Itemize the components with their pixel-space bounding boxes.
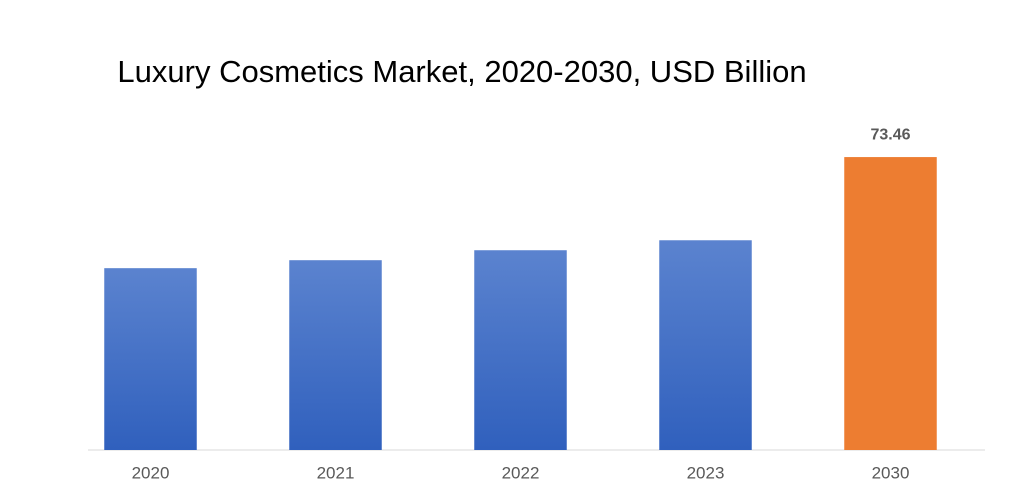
bar	[289, 260, 382, 450]
bar	[104, 268, 197, 450]
bar	[844, 157, 937, 450]
x-tick-label: 2020	[132, 463, 170, 482]
bar	[474, 250, 567, 450]
x-tick-label: 2021	[317, 463, 355, 482]
x-tick-label: 2030	[872, 463, 910, 482]
x-tick-label: 2022	[502, 463, 540, 482]
x-tick-label: 2023	[687, 463, 725, 482]
chart-title: Luxury Cosmetics Market, 2020-2030, USD …	[117, 54, 807, 89]
value-label: 73.46	[870, 126, 910, 143]
bar	[659, 240, 752, 450]
